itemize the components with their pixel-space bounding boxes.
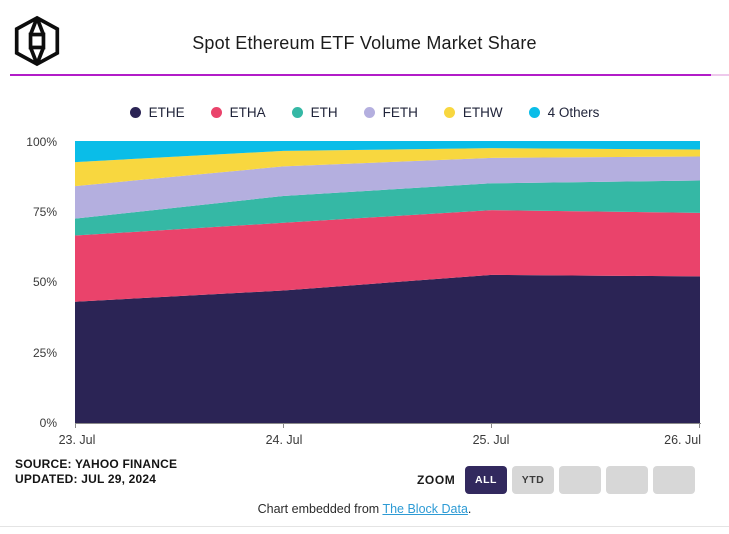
legend-label: ETH <box>310 104 338 120</box>
x-tick-24-jul: 24. Jul <box>265 433 303 447</box>
source-line: SOURCE: YAHOO FINANCE <box>15 457 178 471</box>
x-tick-23-jul: 23. Jul <box>58 433 96 447</box>
legend-label: ETHA <box>229 104 266 120</box>
legend-item-4-others[interactable]: 4 Others <box>528 104 600 120</box>
legend-dot-4-others <box>528 106 540 118</box>
y-tick-0: 0% <box>39 416 57 430</box>
x-axis-tick <box>283 424 284 428</box>
legend-item-ethw[interactable]: ETHW <box>443 104 503 120</box>
legend-label: ETHW <box>462 104 503 120</box>
legend-item-etha[interactable]: ETHA <box>210 104 266 120</box>
x-axis-tick <box>491 424 492 428</box>
legend-dot-eth <box>291 106 303 118</box>
zoom-button-all[interactable]: ALL <box>465 466 507 494</box>
x-axis-line <box>75 423 701 424</box>
area-4-others <box>75 141 700 163</box>
updated-line: UPDATED: JUL 29, 2024 <box>15 472 157 486</box>
y-tick-100: 100% <box>26 135 57 149</box>
embed-footer: Chart embedded from The Block Data. <box>0 502 729 516</box>
area-feth <box>75 156 700 219</box>
zoom-label: ZOOM <box>417 473 456 487</box>
legend-dot-feth <box>363 106 375 118</box>
legend-dot-ethw <box>443 106 455 118</box>
source-attribution: SOURCE: YAHOO FINANCE UPDATED: JUL 29, 2… <box>15 457 177 487</box>
legend-label: FETH <box>382 104 418 120</box>
y-tick-75: 75% <box>32 205 57 219</box>
zoom-button-ytd[interactable]: YTD <box>512 466 554 494</box>
header-divider <box>10 74 711 76</box>
area-etha <box>75 210 700 302</box>
area-eth <box>75 180 700 236</box>
the-block-logo[interactable] <box>13 15 61 67</box>
area-ethe <box>75 274 700 423</box>
embed-footer-period: . <box>467 502 472 516</box>
zoom-button-4[interactable] <box>606 466 648 494</box>
stacked-area-chart[interactable] <box>75 141 700 423</box>
area-ethw <box>75 148 700 187</box>
x-axis-tick <box>75 424 76 428</box>
embed-footer-text: Chart embedded from <box>257 502 383 516</box>
page-title: Spot Ethereum ETF Volume Market Share <box>192 33 537 53</box>
legend-dot-ethe <box>129 106 141 118</box>
y-tick-50: 50% <box>32 275 57 289</box>
the-block-data-link[interactable]: The Block Data <box>382 502 468 516</box>
zoom-button-3[interactable] <box>559 466 601 494</box>
legend-item-ethe[interactable]: ETHE <box>129 104 185 120</box>
chart-legend: ETHE ETHA ETH FETH ETHW 4 Others <box>0 102 729 122</box>
legend-item-feth[interactable]: FETH <box>363 104 418 120</box>
header-divider-end <box>711 74 729 76</box>
chart-canvas <box>75 141 700 423</box>
x-axis-tick <box>699 424 700 428</box>
legend-item-eth[interactable]: ETH <box>291 104 338 120</box>
x-tick-25-jul: 25. Jul <box>472 433 510 447</box>
y-tick-25: 25% <box>32 346 57 360</box>
x-tick-26-jul: 26. Jul <box>664 433 701 447</box>
bottom-border <box>0 526 729 527</box>
zoom-button-5[interactable] <box>653 466 695 494</box>
legend-label: 4 Others <box>547 104 600 120</box>
legend-label: ETHE <box>148 104 185 120</box>
legend-dot-etha <box>210 106 222 118</box>
